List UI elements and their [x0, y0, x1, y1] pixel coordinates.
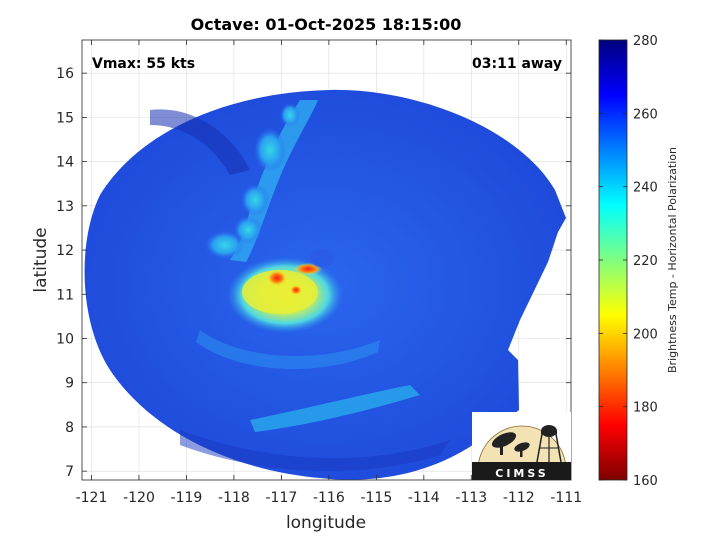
y-tick-label: 15: [56, 110, 74, 126]
water-tower-icon: [536, 425, 562, 463]
colorbar-ticks: 280 260 240 220 200 180 160: [599, 34, 658, 489]
logo-base: [472, 462, 571, 480]
deep-convection-3: [290, 285, 302, 295]
y-axis-label: latitude: [31, 227, 51, 292]
colorbar: [598, 39, 628, 481]
time-away-label: 03:11 away: [472, 56, 562, 72]
outer-band: [196, 330, 380, 370]
y-tick-label: 9: [65, 376, 74, 392]
colorbar-tick-label: 180: [633, 401, 658, 416]
x-tick-label: -121: [76, 490, 108, 506]
dark-band-south: [180, 430, 450, 472]
x-tick-label: -116: [313, 490, 345, 506]
storm-eye: [310, 249, 334, 267]
colorbar-tick-label: 240: [633, 181, 658, 196]
x-axis-label: longitude: [286, 513, 366, 533]
y-tick-label: 8: [65, 420, 74, 436]
cyan-cell-1: [254, 128, 286, 172]
x-tick-label: -111: [550, 490, 582, 506]
x-tick-label: -115: [360, 490, 392, 506]
core-inner: [242, 270, 318, 314]
x-tick-label: -114: [408, 490, 440, 506]
x-tick-label: -119: [171, 490, 203, 506]
cyan-cell-5: [280, 103, 300, 127]
x-tick-label: -113: [455, 490, 487, 506]
y-tick-label: 16: [56, 66, 74, 82]
logo-text: CIMSS: [495, 467, 548, 480]
x-tick-label: -120: [123, 490, 155, 506]
y-tick-label: 11: [56, 287, 74, 303]
y-tick-label: 7: [65, 464, 74, 480]
x-tick-label: -112: [503, 490, 535, 506]
colorbar-tick-label: 220: [633, 254, 658, 269]
y-tick-label: 14: [56, 155, 74, 171]
cyan-cell-4: [205, 231, 245, 259]
colorbar-tick-label: 260: [633, 107, 658, 122]
colorbar-tick-label: 200: [633, 327, 658, 342]
x-tick-label: -118: [218, 490, 250, 506]
satellite-dish-icon: [491, 432, 530, 457]
colorbar-tick-label: 280: [633, 34, 658, 49]
plot-title: Octave: 01-Oct-2025 18:15:00: [191, 15, 462, 34]
y-tick-label: 13: [56, 199, 74, 215]
dark-band-northwest: [150, 109, 250, 175]
cimss-logo: CIMSS: [472, 412, 571, 480]
y-tick-label: 10: [56, 331, 74, 347]
colorbar-tick-label: 160: [633, 474, 658, 489]
x-ticks: -121 -120 -119 -118 -117 -116 -115 -114 -113 -112…: [76, 40, 582, 506]
colorbar-label: Brightness Temp - Horizontal Polarizatio…: [666, 147, 679, 373]
cyan-cell-2: [241, 184, 269, 216]
rainband-south: [250, 385, 420, 432]
y-tick-label: 12: [56, 243, 74, 259]
deep-convection-2: [294, 263, 322, 275]
deep-convection-1: [267, 270, 287, 286]
axes-frame: [81, 39, 572, 481]
x-tick-label: -117: [266, 490, 298, 506]
vmax-label: Vmax: 55 kts: [92, 56, 195, 72]
brightness-swath: [84, 89, 567, 480]
